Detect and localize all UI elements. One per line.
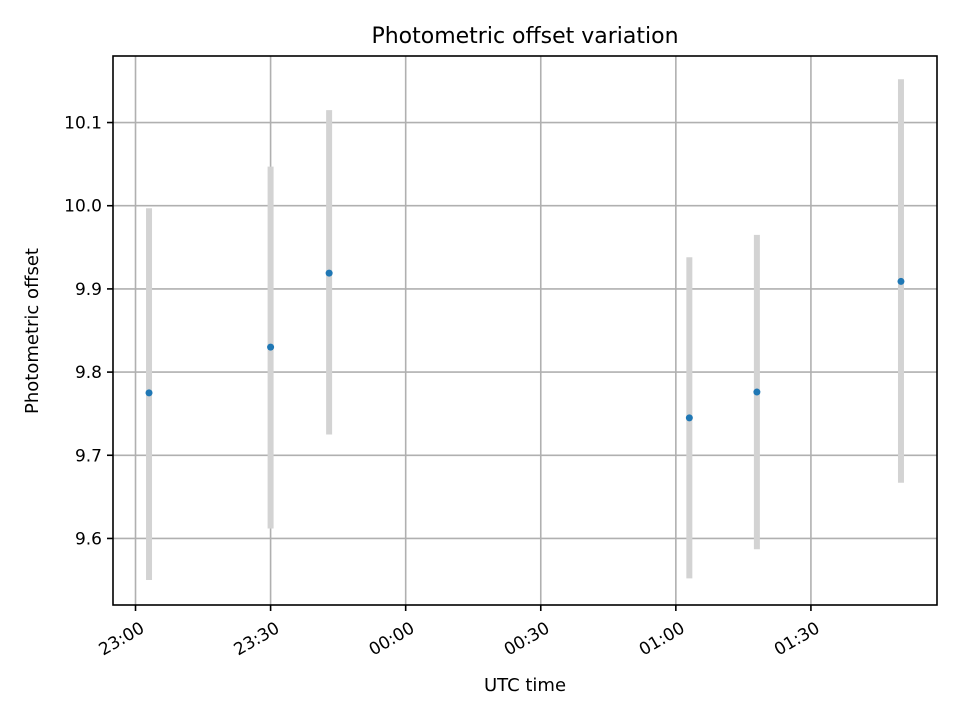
data-point <box>267 343 275 351</box>
x-tick-label: 23:00 <box>96 618 148 660</box>
data-points <box>145 269 905 422</box>
x-tick-label: 00:30 <box>501 618 553 660</box>
data-point <box>897 277 905 285</box>
data-point <box>685 414 693 422</box>
x-tick-label: 01:00 <box>636 618 688 660</box>
y-tick-label: 10.1 <box>64 114 102 134</box>
x-axis-label: UTC time <box>484 675 566 696</box>
grid <box>113 56 937 605</box>
y-tick-label: 9.9 <box>75 280 102 300</box>
y-tick-label: 10.0 <box>64 197 102 217</box>
plot-frame <box>112 55 938 606</box>
error-bars <box>146 79 904 581</box>
y-tick-label: 9.6 <box>75 529 102 549</box>
chart-title: Photometric offset variation <box>371 24 678 49</box>
data-point <box>325 269 333 277</box>
data-point <box>145 389 153 397</box>
x-tick-label: 23:30 <box>231 618 283 660</box>
x-tick-label: 01:30 <box>771 618 823 660</box>
y-tick-label: 9.8 <box>75 363 102 383</box>
axis-ticks: 23:00 23:30 00:00 00:30 01:00 01:30 9.6 9.7 9.8 9… <box>64 114 823 661</box>
y-tick-label: 9.7 <box>75 446 102 466</box>
x-tick-label: 00:00 <box>366 618 418 660</box>
y-axis-label: Photometric offset <box>22 248 43 414</box>
data-point <box>753 388 761 396</box>
